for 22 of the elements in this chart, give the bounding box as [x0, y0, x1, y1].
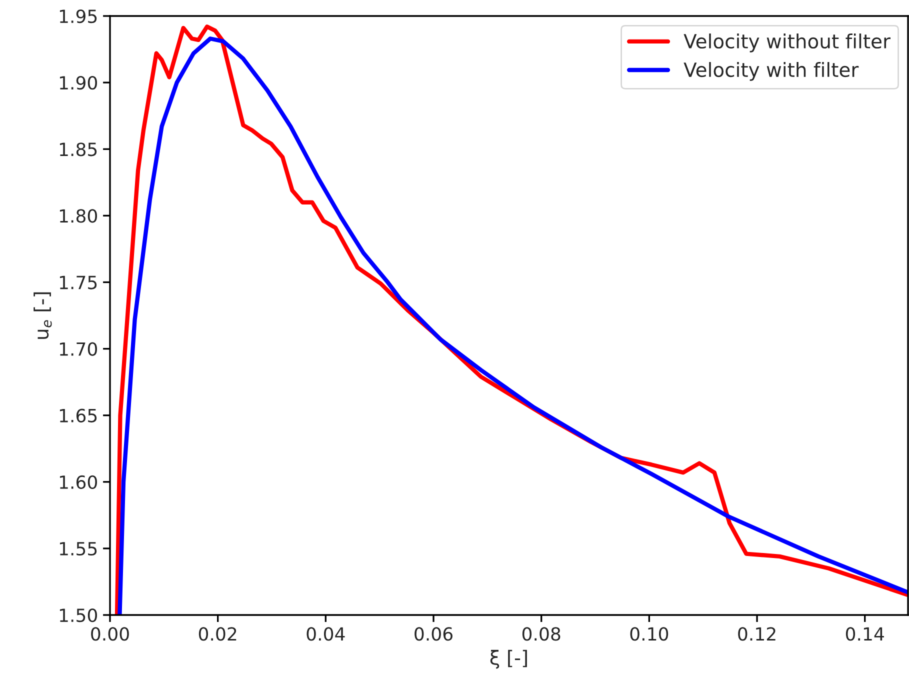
- y-tick-label: 1.60: [60, 475, 97, 490]
- x-tick-label: 0.08: [522, 627, 560, 641]
- x-tick-label: 0.00: [91, 627, 129, 641]
- x-tick-label: 0.10: [630, 627, 668, 641]
- y-tick-label: 1.55: [60, 542, 97, 556]
- x-tick-label: 0.02: [198, 627, 236, 641]
- x-tick-label: 0.14: [846, 627, 884, 641]
- y-tick-label: 1.65: [60, 408, 97, 422]
- x-tick-label: 0.12: [738, 627, 776, 641]
- y-tick-label: 1.70: [60, 342, 97, 356]
- x-tick-label: 0.06: [414, 627, 452, 641]
- y-tick-label: 1.85: [60, 142, 97, 156]
- x-axis-title: ξ [-]: [490, 650, 527, 669]
- legend-label: Velocity with filter: [684, 62, 859, 81]
- y-axis-title: u$_{e}$ [-]: [34, 292, 52, 339]
- y-tick-label: 1.80: [60, 209, 97, 223]
- x-tick-label: 0.04: [306, 627, 345, 641]
- y-tick-label: 1.50: [60, 608, 97, 622]
- y-tick-label: 1.75: [60, 276, 97, 290]
- legend-label: Velocity without filter: [684, 34, 891, 52]
- y-tick-label: 1.95: [60, 9, 97, 24]
- y-tick-label: 1.90: [60, 76, 97, 90]
